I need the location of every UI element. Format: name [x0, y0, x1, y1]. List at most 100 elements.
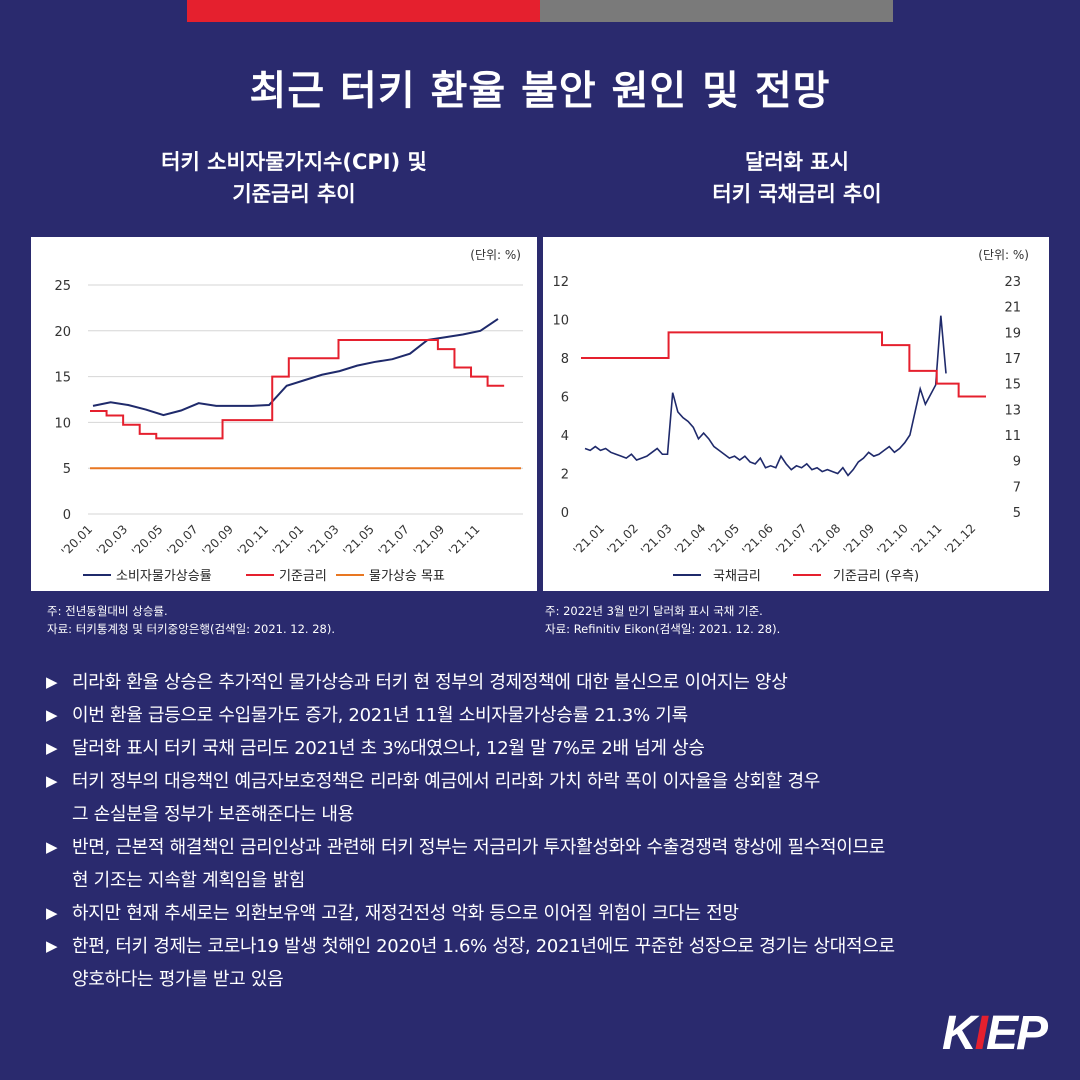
- y-tick-label: 10: [552, 314, 569, 329]
- top-accent-bar-red: [187, 0, 540, 22]
- left-chart-title-line1: 터키 소비자물가지수(CPI) 및: [161, 150, 427, 174]
- triangle-right-icon: ▶: [46, 739, 58, 757]
- right-chart-title: 달러화 표시 터키 국채금리 추이: [537, 146, 1057, 210]
- series-line: [90, 338, 505, 440]
- x-tick-label: '21.03: [638, 521, 675, 558]
- bullet-continuation: 그 손실분을 정부가 보존해준다는 내용: [46, 798, 1076, 831]
- bullet-item: ▶ 이번 환율 급등으로 수입물가도 증가, 2021년 11월 소비자물가상승률…: [46, 699, 1076, 732]
- x-tick-label: '21.04: [672, 521, 709, 558]
- legend-label: 기준금리 (우측): [833, 569, 919, 584]
- y-tick-label: 10: [54, 416, 71, 431]
- left-note-1: 주: 전년동월대비 상승률.: [47, 604, 168, 618]
- cpi-rate-chart: (단위: %)0510152025'20.01'20.03'20.05'20.0…: [54, 248, 523, 584]
- bond-yield-chart: (단위: %)02468101257911131517192123'21.01'…: [552, 248, 1029, 584]
- x-tick-label: '20.09: [199, 522, 236, 559]
- triangle-right-icon: ▶: [46, 904, 58, 922]
- y-tick-label: 4: [561, 429, 569, 444]
- bullet-text: 이번 환율 급등으로 수입물가도 증가, 2021년 11월 소비자물가상승률 …: [72, 705, 688, 726]
- y-tick-label: 12: [552, 275, 569, 290]
- bullet-item: ▶ 리라화 환율 상승은 추가적인 물가상승과 터키 현 정부의 경제정책에 대한…: [46, 666, 1076, 699]
- bullet-item: ▶ 한편, 터키 경제는 코로나19 발생 첫해인 2020년 1.6% 성장, …: [46, 930, 1076, 963]
- series-line: [584, 315, 947, 477]
- y-tick-label: 15: [54, 371, 71, 386]
- y-tick-label: 2: [561, 468, 569, 483]
- x-tick-label: '21.06: [739, 521, 776, 558]
- right-chart-title-line1: 달러화 표시: [745, 150, 849, 174]
- legend-label: 물가상승 목표: [369, 569, 445, 584]
- y2-tick-label: 17: [1004, 352, 1021, 367]
- x-tick-label: '21.02: [604, 521, 641, 558]
- legend-label: 국채금리: [713, 569, 761, 584]
- x-tick-label: '21.09: [841, 521, 878, 558]
- bullet-text: 달러화 표시 터키 국채 금리도 2021년 초 3%대였으나, 12월 말 7…: [72, 738, 705, 759]
- y-tick-label: 20: [54, 325, 71, 340]
- x-tick-label: '21.07: [773, 521, 810, 558]
- bullet-text: 그 손실분을 정부가 보존해준다는 내용: [72, 804, 354, 825]
- x-tick-label: '21.09: [411, 522, 448, 559]
- x-tick-label: '21.03: [305, 522, 342, 559]
- bullet-text: 한편, 터키 경제는 코로나19 발생 첫해인 2020년 1.6% 성장, 2…: [72, 936, 895, 957]
- bullet-text: 양호하다는 평가를 받고 있음: [72, 969, 284, 990]
- cpi-rate-chart-panel: (단위: %) 0 5 10 15 20 25'20.01'20.03'20.05'20.0…: [31, 237, 537, 591]
- y2-tick-label: 13: [1004, 403, 1021, 418]
- y2-tick-label: 15: [1004, 378, 1021, 393]
- triangle-right-icon: ▶: [46, 838, 58, 856]
- right-chart-notes: 주: 2022년 3월 만기 달러화 표시 국채 기준. 자료: Refinit…: [545, 602, 1045, 638]
- x-tick-label: '20.01: [59, 522, 96, 559]
- x-tick-label: '21.08: [807, 521, 844, 558]
- bullet-list: ▶ 리라화 환율 상승은 추가적인 물가상승과 터키 현 정부의 경제정책에 대한…: [46, 666, 1076, 996]
- y2-tick-label: 7: [1013, 480, 1021, 495]
- y2-tick-label: 21: [1004, 301, 1021, 316]
- y-tick-label: 0: [561, 506, 569, 521]
- triangle-right-icon: ▶: [46, 706, 58, 724]
- left-chart-notes: 주: 전년동월대비 상승률. 자료: 터키통계청 및 터키중앙은행(검색일: 2…: [47, 602, 547, 638]
- unit-label: (단위: %): [470, 248, 521, 262]
- legend-label: 소비자물가상승률: [116, 569, 212, 584]
- y2-tick-label: 11: [1004, 429, 1021, 444]
- series-line: [92, 318, 499, 417]
- bullet-item: ▶ 하지만 현재 추세로는 외환보유액 고갈, 재정건전성 악화 등으로 이어질 …: [46, 897, 1076, 930]
- y-tick-label: 8: [561, 352, 569, 367]
- y-tick-label: 25: [54, 279, 71, 294]
- x-tick-label: '21.11: [908, 521, 945, 558]
- x-tick-label: '21.11: [446, 522, 483, 559]
- x-tick-label: '21.05: [706, 521, 743, 558]
- bullet-item: ▶ 반면, 근본적 해결책인 금리인상과 관련해 터키 정부는 저금리가 투자활성…: [46, 831, 1076, 864]
- right-note-1: 주: 2022년 3월 만기 달러화 표시 국채 기준.: [545, 604, 763, 618]
- triangle-right-icon: ▶: [46, 937, 58, 955]
- right-chart-title-line2: 터키 국채금리 추이: [712, 182, 882, 206]
- y-tick-label: 6: [561, 391, 569, 406]
- y2-tick-label: 5: [1013, 506, 1021, 521]
- legend-label: 기준금리: [279, 569, 327, 584]
- y2-tick-label: 23: [1004, 275, 1021, 290]
- x-tick-label: '20.07: [164, 522, 201, 559]
- bullet-text: 리라화 환율 상승은 추가적인 물가상승과 터키 현 정부의 경제정책에 대한 …: [72, 672, 788, 693]
- x-tick-label: '21.01: [270, 522, 307, 559]
- bullet-text: 터키 정부의 대응책인 예금자보호정책은 리라화 예금에서 리라화 가치 하락 …: [72, 771, 820, 792]
- x-tick-label: '21.01: [571, 521, 608, 558]
- left-chart-title-line2: 기준금리 추이: [232, 182, 356, 206]
- y-tick-label: 0: [63, 508, 71, 523]
- bullet-item: ▶ 터키 정부의 대응책인 예금자보호정책은 리라화 예금에서 리라화 가치 하락…: [46, 765, 1076, 798]
- y2-tick-label: 9: [1013, 455, 1021, 470]
- left-note-source: 자료: 터키통계청 및 터키중앙은행(검색일: 2021. 12. 28).: [47, 622, 336, 636]
- x-tick-label: '20.03: [94, 522, 131, 559]
- bullet-item: ▶ 달러화 표시 터키 국채 금리도 2021년 초 3%대였으나, 12월 말 …: [46, 732, 1076, 765]
- left-chart-title: 터키 소비자물가지수(CPI) 및 기준금리 추이: [34, 146, 554, 210]
- triangle-right-icon: ▶: [46, 673, 58, 691]
- y2-tick-label: 19: [1004, 326, 1021, 341]
- x-tick-label: '21.07: [376, 522, 413, 559]
- x-tick-label: '21.12: [942, 521, 979, 558]
- series-line: [581, 331, 986, 398]
- x-tick-label: '20.11: [235, 522, 272, 559]
- triangle-right-icon: ▶: [46, 772, 58, 790]
- bullet-text: 반면, 근본적 해결책인 금리인상과 관련해 터키 정부는 저금리가 투자활성화…: [72, 837, 886, 858]
- unit-label: (단위: %): [978, 248, 1029, 262]
- page-title: 최근 터키 환율 불안 원인 및 전망: [249, 68, 831, 114]
- top-accent-bar-gray: [540, 0, 893, 22]
- bullet-continuation: 현 기조는 지속할 계획임을 밝힘: [46, 864, 1076, 897]
- bullet-text: 현 기조는 지속할 계획임을 밝힘: [72, 870, 306, 891]
- bullet-text: 하지만 현재 추세로는 외환보유액 고갈, 재정건전성 악화 등으로 이어질 위…: [72, 903, 739, 924]
- x-tick-label: '21.05: [340, 522, 377, 559]
- bond-yield-chart-panel: (단위: %) 0 2 4 6 8 10 12 5 7 9 11 13 15 17 19 21 23'21.01 '…: [543, 237, 1049, 591]
